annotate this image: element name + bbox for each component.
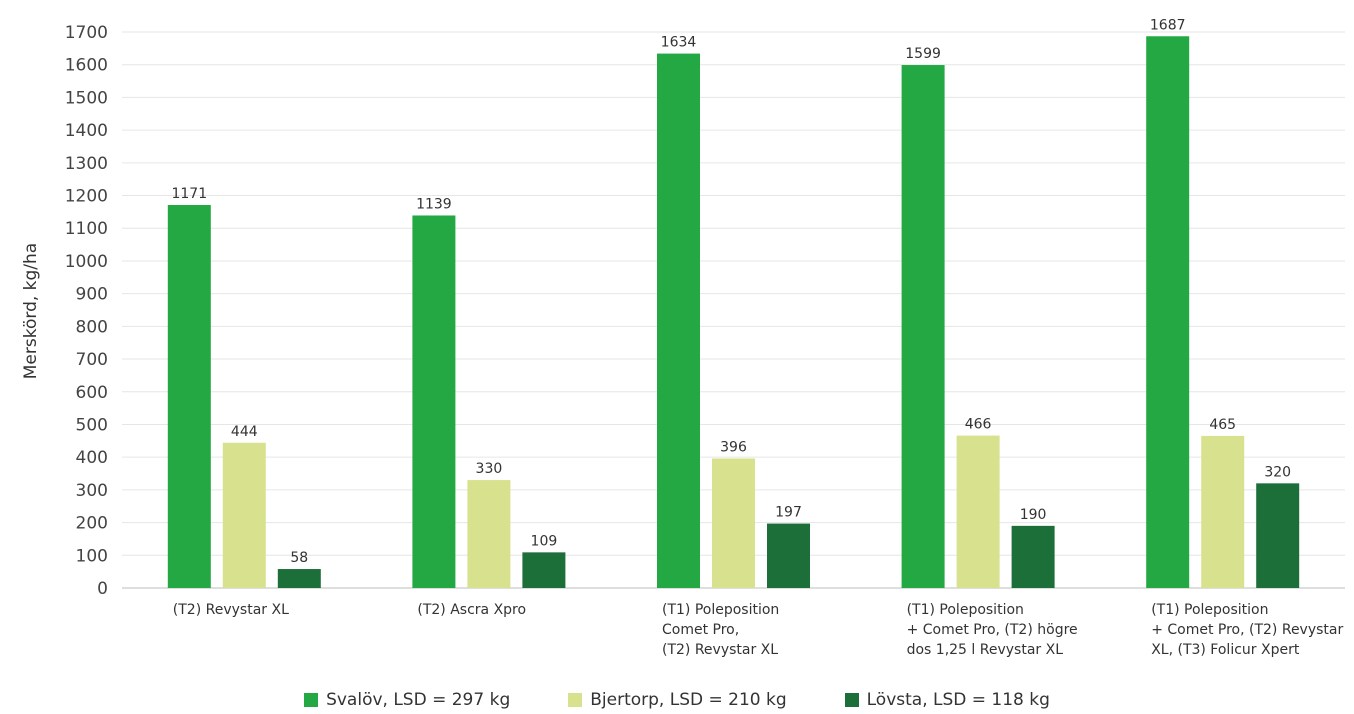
y-tick-label: 1100 — [65, 219, 108, 239]
data-label: 466 — [965, 417, 992, 433]
bar — [1201, 435, 1245, 588]
bar — [412, 215, 456, 589]
bar — [522, 552, 566, 588]
y-tick-label: 200 — [76, 514, 108, 534]
x-category-label: Comet Pro, — [662, 622, 739, 638]
y-tick-label: 500 — [76, 415, 108, 435]
legend-swatch — [844, 693, 859, 707]
data-label: 58 — [290, 550, 308, 566]
legend-item: Lövsta, LSD = 118 kg — [844, 690, 1050, 710]
bar — [277, 569, 321, 588]
y-tick-label: 700 — [76, 350, 108, 370]
data-label: 1171 — [171, 186, 207, 202]
data-label: 109 — [531, 533, 558, 549]
y-tick-label: 600 — [76, 383, 108, 403]
data-label: 1687 — [1150, 17, 1186, 33]
data-label: 444 — [231, 424, 258, 440]
x-category-label: dos 1,25 l Revystar XL — [907, 642, 1064, 658]
y-tick-label: 1700 — [65, 23, 108, 43]
bar — [1256, 483, 1300, 588]
legend: Svalöv, LSD = 297 kg Bjertorp, LSD = 210 … — [0, 690, 1354, 710]
data-label: 1599 — [905, 46, 941, 62]
x-category-label: + Comet Pro, (T2) Revystar — [1151, 622, 1343, 638]
legend-label: Lövsta, LSD = 118 kg — [866, 690, 1050, 710]
bar — [222, 442, 266, 588]
bar — [167, 205, 211, 589]
x-category-label: + Comet Pro, (T2) högre — [907, 622, 1078, 638]
y-tick-label: 0 — [97, 579, 108, 599]
y-tick-label: 1200 — [65, 187, 108, 207]
y-axis-title: Merskörd, kg/ha — [21, 243, 41, 379]
x-category-label: (T1) Poleposition — [1151, 602, 1268, 618]
data-label: 1139 — [416, 196, 452, 212]
y-tick-label: 1400 — [65, 121, 108, 141]
data-label: 320 — [1264, 464, 1291, 480]
x-category-label: (T2) Revystar XL — [173, 602, 289, 618]
bar — [1146, 36, 1190, 588]
data-label: 1634 — [661, 35, 697, 51]
bar — [956, 435, 1000, 588]
bar — [657, 53, 700, 589]
data-label: 197 — [775, 505, 802, 521]
y-tick-label: 100 — [76, 546, 108, 566]
bar — [901, 65, 945, 588]
data-label: 330 — [476, 461, 503, 477]
bar — [1011, 525, 1055, 588]
y-tick-label: 400 — [76, 448, 108, 468]
y-tick-label: 900 — [76, 285, 108, 305]
data-label: 190 — [1020, 507, 1047, 523]
x-category-label: (T2) Ascra Xpro — [417, 602, 526, 618]
legend-label: Bjertorp, LSD = 210 kg — [590, 690, 787, 710]
y-tick-label: 1300 — [65, 154, 108, 174]
data-label: 465 — [1209, 417, 1236, 433]
legend-item: Bjertorp, LSD = 210 kg — [568, 690, 787, 710]
bar-chart: 0 100 200 300 400 500 600 700 800 900 1000 1100 1200… — [21, 17, 1345, 658]
y-tick-label: 1500 — [65, 88, 108, 108]
y-tick-label: 1000 — [65, 252, 108, 272]
x-category-label: (T1) Poleposition — [662, 602, 779, 618]
bar — [467, 480, 511, 588]
bar — [712, 458, 755, 588]
legend-swatch — [304, 693, 319, 707]
y-tick-label: 300 — [76, 481, 108, 501]
legend-item: Svalöv, LSD = 297 kg — [304, 690, 510, 710]
x-category-label: (T1) Poleposition — [907, 602, 1024, 618]
legend-swatch — [568, 693, 583, 707]
x-category-label: XL, (T3) Folicur Xpert — [1151, 642, 1300, 658]
legend-label: Svalöv, LSD = 297 kg — [326, 690, 511, 710]
y-tick-label: 800 — [76, 317, 108, 337]
x-category-label: (T2) Revystar XL — [662, 642, 778, 658]
data-label: 396 — [720, 439, 747, 455]
bar — [767, 523, 810, 588]
y-tick-label: 1600 — [65, 56, 108, 76]
